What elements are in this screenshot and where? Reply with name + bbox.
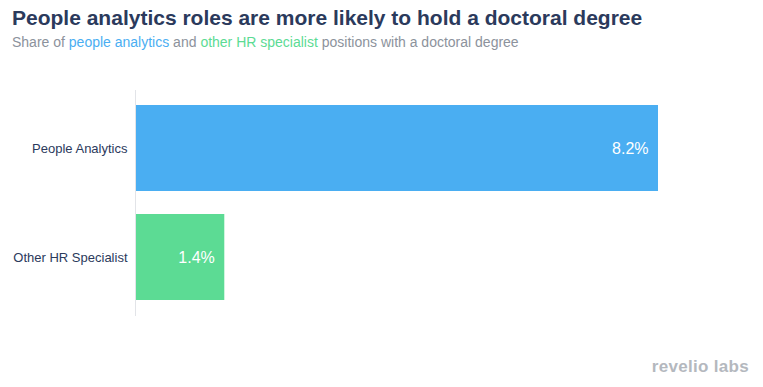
svg-text:8.2%: 8.2%: [612, 140, 648, 157]
svg-text:People Analytics: People Analytics: [32, 141, 128, 156]
html-text:Share of people analytics and: Share of people analytics and other HR s…: [12, 34, 519, 50]
html-text:People analytics roles are mor: People analytics roles are more likely t…: [12, 6, 643, 29]
svg-text:1.4%: 1.4%: [178, 249, 214, 266]
svg-text:Other HR Specialist: Other HR Specialist: [13, 250, 128, 265]
html-text:revelio labs: revelio labs: [651, 357, 749, 376]
